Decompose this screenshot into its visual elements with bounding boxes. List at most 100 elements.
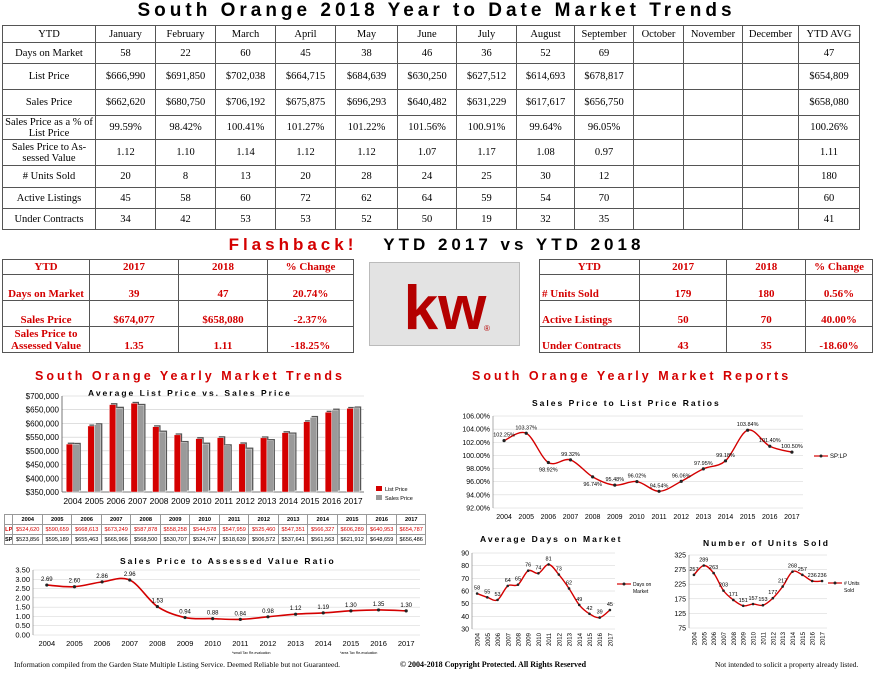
line-x-tick: 2007 bbox=[506, 632, 512, 646]
compare-header-row: YTD 2017 2018% Change bbox=[2, 259, 354, 275]
bar-sales-price bbox=[245, 448, 253, 493]
ytd-cell: 1.12 bbox=[95, 139, 156, 166]
bar-y-tick: $500,000 bbox=[26, 447, 60, 456]
price-table-year: 2014 bbox=[307, 514, 338, 525]
ytd-cell: 25 bbox=[456, 165, 517, 188]
units-chart-title: Number of Units Sold bbox=[703, 538, 830, 548]
ytd-header-cell: November bbox=[683, 25, 743, 43]
bar-list-price bbox=[238, 443, 246, 493]
line-y-tick: 60 bbox=[461, 589, 469, 596]
bar-list-price bbox=[217, 437, 224, 493]
line-point bbox=[577, 603, 581, 607]
line-point bbox=[722, 589, 725, 592]
compare-cell-change: -18.25% bbox=[267, 326, 354, 353]
section-title-reports: South Orange Yearly Market Reports bbox=[472, 369, 792, 383]
price-table-value: $547,959 bbox=[218, 524, 250, 535]
ytd-cell: $656,750 bbox=[574, 89, 634, 116]
line-y-tick: 104.00% bbox=[462, 427, 490, 434]
line-y-tick: 2.50 bbox=[15, 584, 30, 593]
line-y-tick: 225 bbox=[674, 582, 686, 589]
line-data-label: 101.40% bbox=[759, 438, 781, 444]
bar-x-tick: 2010 bbox=[193, 496, 212, 506]
ytd-row: # Units Sold 20 8 13 20 28 24 25 30 12 180 bbox=[2, 165, 860, 188]
ytd-cell: 38 bbox=[335, 42, 398, 64]
line-x-tick: 2012 bbox=[260, 639, 277, 648]
line-point bbox=[723, 459, 728, 463]
ytd-cell: 101.22% bbox=[335, 115, 398, 140]
ytd-cell: 53 bbox=[275, 208, 336, 230]
bar-x-tick: 2006 bbox=[106, 496, 125, 506]
line-data-label: 49 bbox=[576, 597, 582, 603]
ytd-cell: $614,693 bbox=[516, 63, 575, 90]
bar-sales-price bbox=[309, 417, 317, 493]
bar-chart-title: Average List Price vs. Sales Price bbox=[88, 388, 292, 398]
price-table-value: $640,953 bbox=[366, 524, 397, 535]
line-point bbox=[732, 598, 735, 602]
price-table-value: $544,578 bbox=[189, 524, 220, 535]
ytd-cell: $680,750 bbox=[155, 89, 216, 116]
ytd-cell: 35 bbox=[574, 208, 634, 230]
ytd-cell bbox=[633, 139, 684, 166]
price-table-value: $587,878 bbox=[130, 524, 161, 535]
bar-legend-label: List Price bbox=[385, 487, 408, 493]
line-x-tick: 2005 bbox=[66, 639, 83, 648]
price-table-year: 2007 bbox=[100, 514, 132, 525]
line-data-label: 153 bbox=[758, 597, 767, 603]
ytd-cell: 101.56% bbox=[397, 115, 457, 140]
ytd-cell: $662,620 bbox=[95, 89, 156, 116]
ytd-cell: 19 bbox=[456, 208, 517, 230]
bar-sales-price bbox=[288, 433, 296, 493]
compare-cell-label: Active Listings bbox=[539, 300, 640, 327]
line-x-tick: 2006 bbox=[94, 639, 111, 648]
line-point bbox=[790, 450, 794, 454]
bar-list-price bbox=[195, 438, 203, 493]
ytd-cell: 1.10 bbox=[155, 139, 216, 166]
ytd-cell bbox=[742, 208, 799, 230]
ytd-cell: 46 bbox=[397, 42, 457, 64]
dom-chart-title: Average Days on Market bbox=[480, 534, 623, 544]
line-data-label: 257 bbox=[689, 567, 698, 573]
price-table-value: $530,707 bbox=[159, 534, 191, 545]
dom-chart: 30 40 50 60 70 80 90 58 55 53 64 65 76 74 81 73 62 49 42 39… bbox=[461, 551, 651, 647]
ytd-cell: $666,990 bbox=[95, 63, 156, 90]
footer-copyright: © 2004-2018 Copyright Protected. All Rig… bbox=[400, 660, 587, 669]
line-y-tick: 98.00% bbox=[466, 466, 490, 473]
line-data-label: 1.19 bbox=[317, 605, 329, 611]
ytd-cell: 1.08 bbox=[516, 139, 575, 166]
flashback-vs: vs bbox=[500, 235, 528, 254]
line-point bbox=[537, 571, 540, 575]
ytd-cell bbox=[683, 42, 743, 64]
compare-cell-label: Under Contracts bbox=[539, 326, 640, 353]
line-point bbox=[506, 584, 510, 588]
line-data-label: 0.88 bbox=[207, 611, 219, 617]
compare-row: Sales Price $674,077 $658,080 -2.37% bbox=[2, 300, 354, 327]
line-data-label: 2.96 bbox=[124, 572, 136, 578]
ytd-header-cell: March bbox=[215, 25, 276, 43]
ytd-cell: 96.05% bbox=[574, 115, 634, 140]
line-data-label: 96.02% bbox=[628, 474, 647, 480]
compare-table-left: YTD 2017 2018% Change Days on Market 39 47 20.… bbox=[2, 259, 354, 353]
line-y-tick: 102.00% bbox=[462, 440, 490, 447]
line-x-tick: 2007 bbox=[121, 639, 138, 648]
bar-list-price bbox=[109, 404, 117, 493]
bar-sales-price bbox=[137, 405, 145, 493]
line-y-tick: 70 bbox=[461, 576, 469, 583]
bar-x-tick: 2011 bbox=[215, 496, 234, 506]
line-x-tick: 2006 bbox=[496, 632, 502, 646]
bar-x-tick: 2014 bbox=[279, 496, 298, 506]
line-x-tick: 2007 bbox=[722, 631, 728, 645]
ytd-cell: 13 bbox=[215, 165, 276, 188]
bar-sales-price bbox=[158, 431, 166, 493]
ytd-header-cell: January bbox=[95, 25, 156, 43]
line-point bbox=[183, 615, 187, 620]
line-x-tick: 2011 bbox=[761, 631, 767, 645]
footer-notice: Not intended to solicit a property alrea… bbox=[715, 660, 859, 669]
bar-x-tick: 2013 bbox=[257, 496, 276, 506]
ytd-cell: 12 bbox=[574, 165, 634, 188]
ytd-cell bbox=[742, 115, 799, 140]
ytd-row-label: List Price bbox=[2, 63, 96, 90]
ytd-cell: 42 bbox=[155, 208, 216, 230]
line-data-label: 268 bbox=[788, 564, 797, 570]
bar-y-tick: $600,000 bbox=[26, 419, 60, 428]
ytd-cell: $691,850 bbox=[155, 63, 216, 90]
